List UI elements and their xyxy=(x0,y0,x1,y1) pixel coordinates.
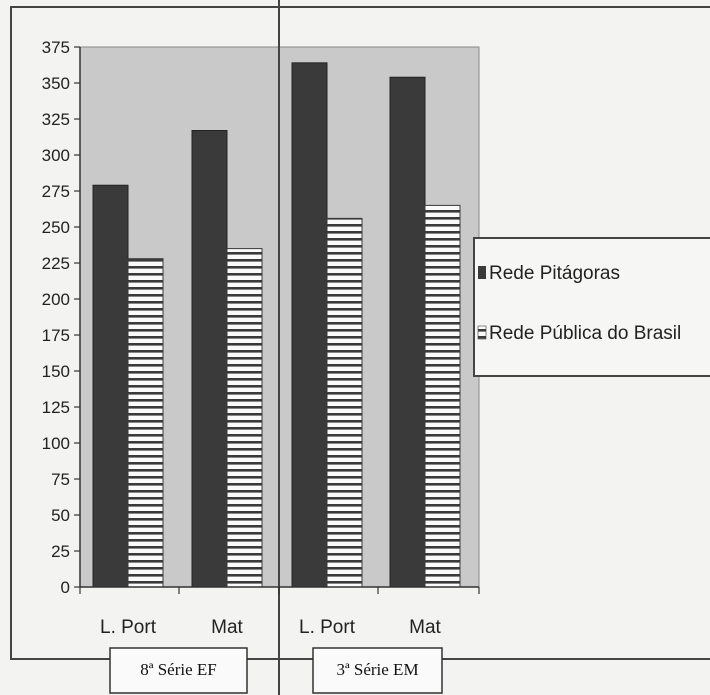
x-tick-label: Mat xyxy=(211,617,243,638)
y-tick-label: 75 xyxy=(51,470,70,489)
legend: Rede Pitágoras Rede Pública do Brasil xyxy=(473,237,710,377)
bar-rede-pitagoras-3 xyxy=(389,76,426,588)
group-label-box-8-serie xyxy=(109,647,248,694)
y-tick-label: 150 xyxy=(42,362,70,381)
x-tick-label: L. Port xyxy=(299,617,356,638)
y-tick-label: 375 xyxy=(42,38,70,57)
y-tick-label: 50 xyxy=(51,506,70,525)
y-tick-label: 325 xyxy=(42,110,70,129)
y-tick-label: 100 xyxy=(42,434,70,453)
bars xyxy=(92,62,461,588)
y-tick-label: 25 xyxy=(51,542,70,561)
y-tick-label: 200 xyxy=(42,290,70,309)
legend-swatch-rede-pitagoras xyxy=(478,266,486,279)
bar-rede-publica-0 xyxy=(127,258,164,588)
y-tick-label: 250 xyxy=(42,218,70,237)
x-tick-label: Mat xyxy=(409,617,441,638)
y-tick-label: 125 xyxy=(42,398,70,417)
y-tick-label: 300 xyxy=(42,146,70,165)
legend-box xyxy=(473,237,710,377)
bar-rede-pitagoras-0 xyxy=(92,184,129,588)
x-tick-label: L. Port xyxy=(100,617,157,638)
bar-rede-pitagoras-1 xyxy=(191,130,228,588)
y-tick-label: 275 xyxy=(42,182,70,201)
bar-rede-pitagoras-2 xyxy=(291,62,328,588)
y-tick-label: 350 xyxy=(42,74,70,93)
y-tick-label: 175 xyxy=(42,326,70,345)
legend-label-rede-pitagoras: Rede Pitágoras xyxy=(489,263,620,284)
legend-swatch-rede-publica xyxy=(477,325,487,340)
group-label-3-serie-em: 3ª Série EM xyxy=(336,660,418,679)
x-tick-labels: L. Port Mat L. Port Mat xyxy=(79,587,480,638)
y-ticks: 0 25 50 75 100 125 150 175 200 225 250 275 300 325 350… xyxy=(42,38,80,597)
legend-label-rede-publica: Rede Pública do Brasil xyxy=(489,323,681,344)
group-label-box-3-serie xyxy=(312,647,443,694)
bar-rede-publica-1 xyxy=(226,248,263,588)
group-label-8-serie-ef: 8ª Série EF xyxy=(140,660,216,679)
y-tick-label: 225 xyxy=(42,254,70,273)
bar-rede-publica-3 xyxy=(424,204,461,588)
y-tick-label: 0 xyxy=(61,578,70,597)
bar-rede-publica-2 xyxy=(326,217,363,588)
